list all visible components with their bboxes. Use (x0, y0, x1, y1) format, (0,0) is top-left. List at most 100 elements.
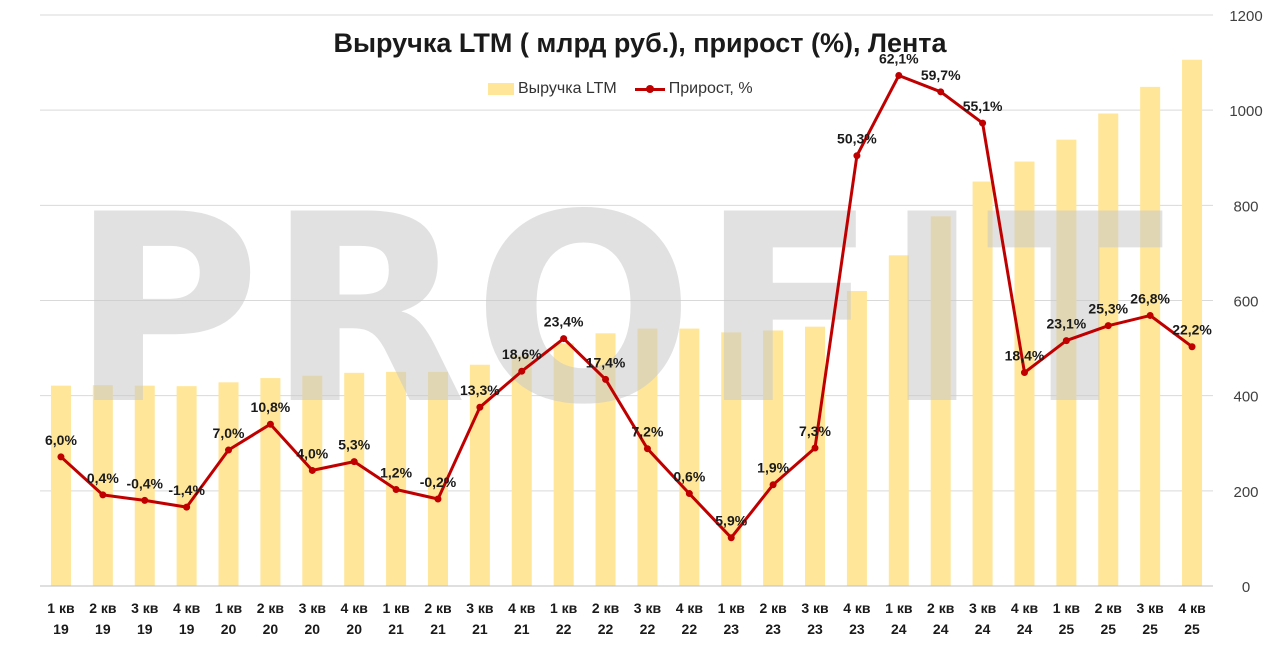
legend-line-swatch (634, 83, 665, 95)
x-tick-label: 2 кв 22 (592, 600, 620, 637)
revenue-bar (888, 255, 909, 586)
revenue-bar (302, 375, 323, 586)
growth-point (727, 534, 735, 542)
growth-data-label: -1,4% (168, 482, 205, 498)
legend-revenue-label: Выручка LTM (518, 80, 617, 97)
revenue-bar (134, 385, 155, 586)
growth-point (895, 71, 903, 79)
growth-data-label: 13,3% (460, 382, 500, 398)
growth-point (769, 481, 777, 489)
growth-point (266, 420, 274, 428)
growth-data-label: 6,0% (45, 432, 77, 448)
x-tick-label: 1 кв 21 (382, 600, 410, 637)
x-tick-label: 1 кв 22 (550, 600, 578, 637)
x-tick-label: 1 кв 19 (47, 600, 75, 637)
x-tick-label: 4 кв 23 (843, 600, 871, 637)
growth-point (1020, 369, 1028, 377)
growth-data-label: 0,4% (87, 470, 119, 486)
revenue-bar (386, 371, 407, 586)
revenue-bar (846, 290, 867, 586)
x-tick-label: 2 кв 24 (927, 600, 955, 637)
growth-point (1062, 337, 1070, 345)
revenue-bars (50, 59, 1203, 586)
x-tick-label: 2 кв 25 (1095, 600, 1123, 637)
x-tick-label: 2 кв 23 (759, 600, 787, 637)
growth-point (560, 335, 568, 343)
x-tick-label: 4 кв 22 (676, 600, 704, 637)
growth-data-label: 59,7% (921, 67, 961, 83)
x-tick-label: 4 кв 25 (1178, 600, 1206, 637)
growth-data-label: 25,3% (1088, 301, 1128, 317)
y-axis-right: 0 200 400 600 800 1000 1200 (1229, 8, 1262, 596)
y-tick-label: 0 (1242, 579, 1250, 596)
x-tick-label: 1 кв 20 (215, 600, 243, 637)
growth-point (602, 375, 610, 383)
growth-point (308, 466, 316, 474)
legend: Выручка LTM Прирост, % (488, 80, 753, 98)
growth-data-label: 7,3% (799, 423, 831, 439)
revenue-bar (721, 332, 742, 586)
growth-data-label: 55,1% (963, 98, 1003, 114)
x-tick-label: 3 кв 20 (299, 600, 327, 637)
growth-data-label: 18,4% (1005, 348, 1045, 364)
growth-data-label: 10,8% (251, 399, 291, 415)
revenue-bar (637, 328, 658, 586)
revenue-bar (511, 355, 532, 586)
revenue-bar (50, 385, 71, 586)
x-tick-label: 3 кв 22 (634, 600, 662, 637)
x-tick-label: 2 кв 20 (257, 600, 285, 637)
growth-point (225, 446, 233, 454)
x-axis: 1 кв 19 2 кв 19 3 кв 19 4 кв 19 1 кв 20 2 кв 20 3 кв… (40, 585, 1213, 637)
growth-data-label: 26,8% (1130, 290, 1170, 306)
growth-point (1188, 343, 1196, 351)
revenue-bar (930, 216, 951, 586)
x-tick-label: 3 кв 23 (801, 600, 829, 637)
revenue-bar (344, 372, 365, 586)
y-tick-label: 400 (1233, 389, 1258, 406)
revenue-bar (972, 181, 993, 586)
growth-data-label: 23,4% (544, 314, 584, 330)
growth-data-label: 0,6% (673, 469, 705, 485)
growth-data-label: 22,2% (1172, 322, 1212, 338)
growth-data-label: -0,4% (126, 475, 163, 491)
growth-point (434, 495, 442, 503)
growth-point (141, 496, 149, 504)
growth-data-label: 50,3% (837, 131, 877, 147)
growth-data-label: 5,3% (338, 437, 370, 453)
legend-growth-label: Прирост, % (668, 80, 753, 97)
y-tick-label: 200 (1233, 484, 1258, 501)
revenue-bar (1140, 86, 1161, 586)
watermark: PROFIT (70, 160, 1170, 462)
revenue-bar (1098, 113, 1119, 586)
growth-data-label: 1,9% (757, 460, 789, 476)
growth-point (1104, 322, 1112, 330)
x-tick-label: 4 кв 20 (341, 600, 369, 637)
growth-point (979, 119, 987, 127)
growth-data-label: 5,9% (715, 513, 747, 529)
growth-point (853, 152, 861, 160)
growth-point (1146, 311, 1154, 319)
revenue-bar (763, 330, 784, 586)
revenue-bar (427, 371, 448, 586)
x-tick-label: 3 кв 24 (969, 600, 997, 637)
x-tick-label: 2 кв 21 (424, 600, 452, 637)
growth-data-label: 7,0% (213, 425, 245, 441)
x-tick-label: 3 кв 25 (1137, 600, 1165, 637)
growth-labels: 6,0% 0,4% -0,4% -1,4% 7,0% 10,8% 4,0% 5,3% 1,2%-… (45, 50, 1212, 528)
revenue-bar (805, 326, 826, 586)
x-tick-label: 3 кв 19 (131, 600, 159, 637)
growth-line (57, 71, 1196, 542)
revenue-bar (92, 385, 113, 586)
growth-data-label: 7,2% (631, 424, 663, 440)
y-tick-label: 600 (1233, 294, 1258, 311)
growth-point (99, 491, 107, 499)
growth-point (518, 367, 526, 375)
x-tick-label: 1 кв 24 (885, 600, 913, 637)
revenue-bar (1182, 59, 1203, 586)
x-tick-label: 1 кв 25 (1053, 600, 1081, 637)
growth-data-label: 18,6% (502, 346, 542, 362)
growth-data-label: 1,2% (380, 464, 412, 480)
growth-point (392, 485, 400, 493)
legend-bar-swatch (488, 83, 514, 95)
